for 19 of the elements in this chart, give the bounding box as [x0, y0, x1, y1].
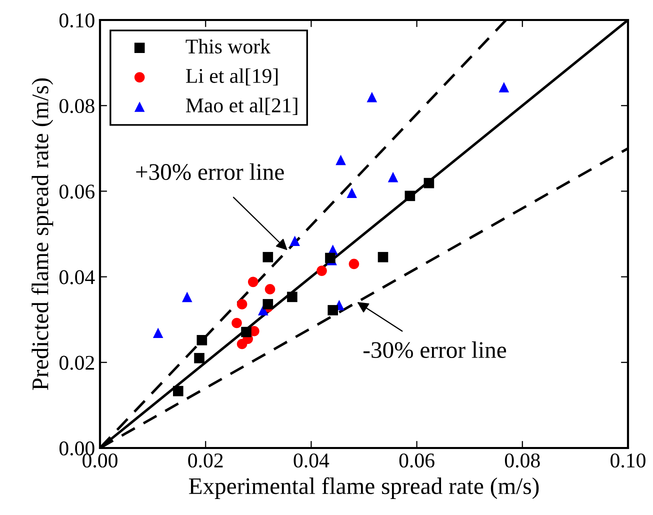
y-tick-label: 0.06: [59, 184, 95, 199]
legend-label: Mao et al[21]: [186, 98, 298, 115]
x-tick-label: 0.08: [504, 453, 540, 468]
legend-label: This work: [186, 38, 270, 54]
x-tick-label: 0.04: [294, 453, 330, 468]
y-tick-label: 0.10: [59, 13, 94, 28]
annotation: +30% error line: [136, 163, 284, 180]
x-axis-title: Experimental flame spread rate (m/s): [188, 477, 539, 499]
x-tick-label: 0.06: [399, 453, 434, 468]
x-tick-label: 0.00: [82, 453, 118, 468]
y-tick-label: 0.08: [59, 98, 94, 114]
y-tick-label: 0.04: [59, 270, 95, 284]
annotation: -30% error line: [364, 341, 506, 358]
y-tick-label: 0.02: [59, 356, 94, 370]
x-tick-label: 0.02: [188, 453, 223, 468]
legend-label: Li et al[19]: [186, 68, 278, 86]
y-tick-label: 0.00: [59, 441, 94, 456]
x-tick-label: 0.10: [610, 453, 646, 468]
y-axis-title: Predicted flame spread rate (m/s): [31, 78, 54, 390]
